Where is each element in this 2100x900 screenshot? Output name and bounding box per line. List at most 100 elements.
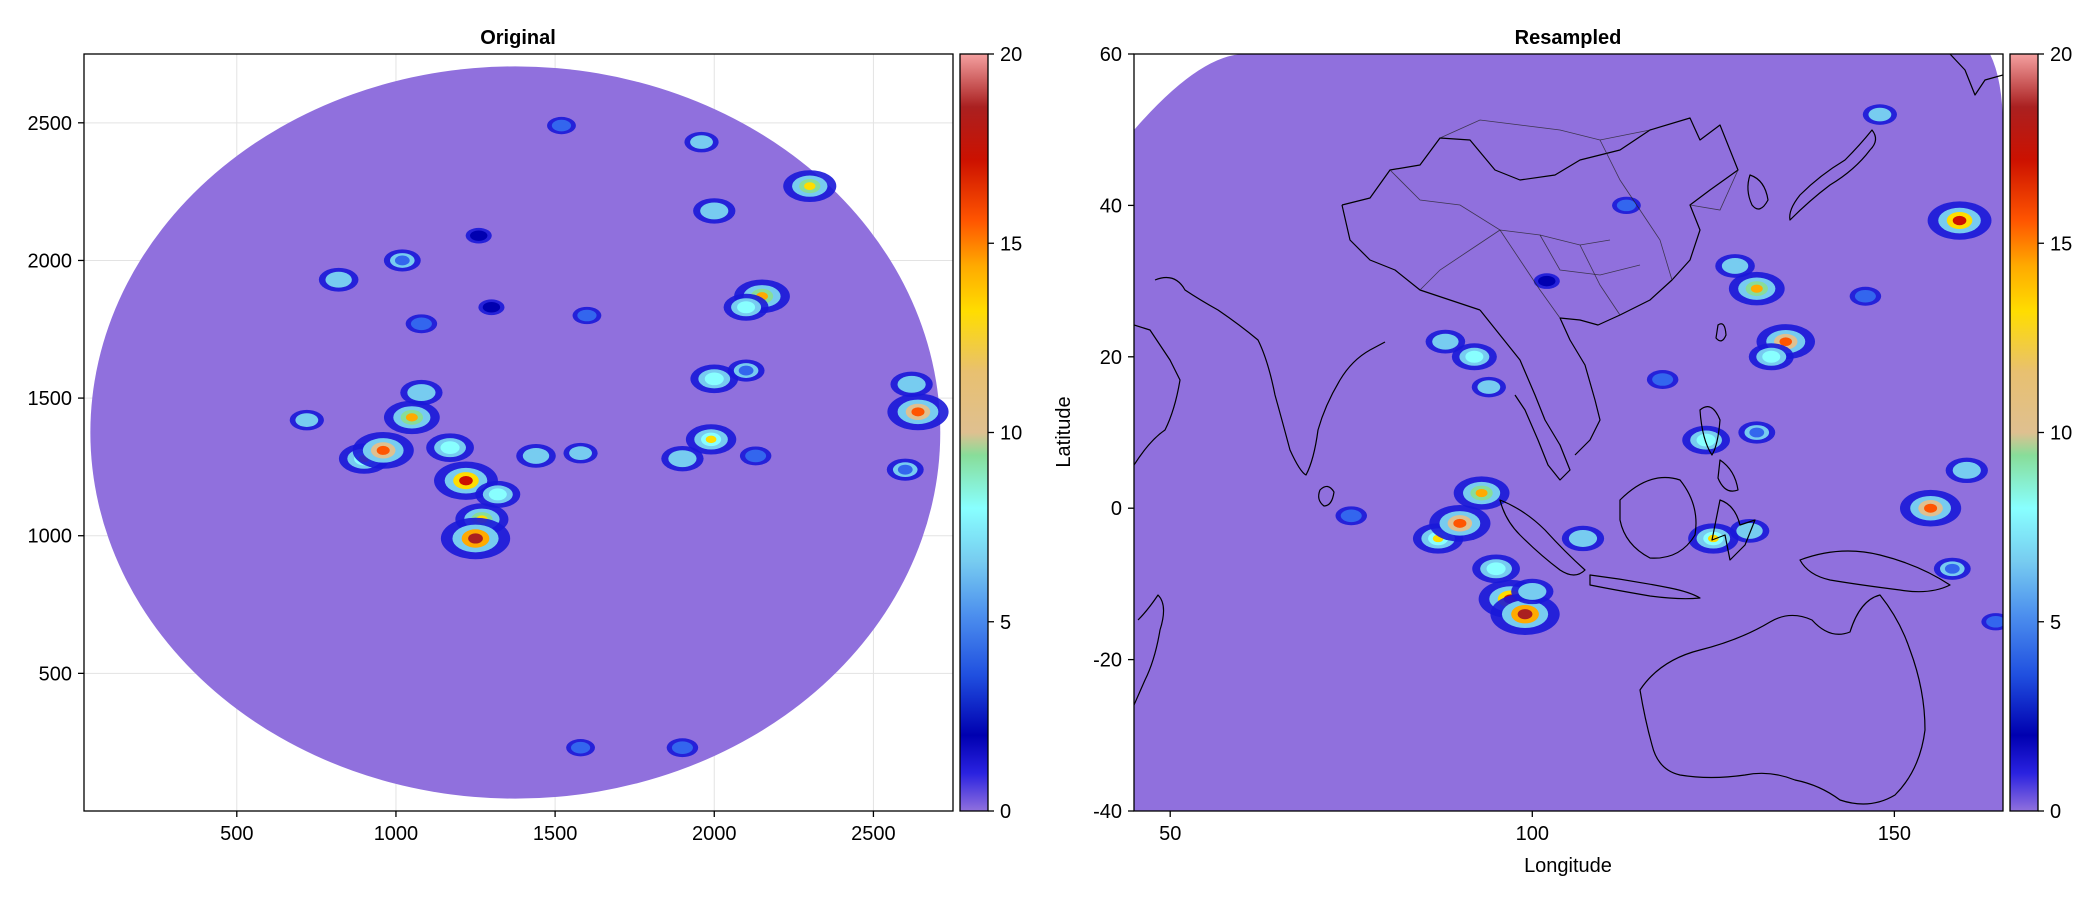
original-precip-cell [383,400,440,435]
resampled-precip-cell [1646,370,1679,389]
original-precip-cell [352,432,414,469]
resampled-colorbar-tick-label: 10 [2050,423,2072,445]
resampled-precip-cell [1688,523,1739,554]
original-precip-cell [318,267,359,292]
original-precip-cell [727,359,765,382]
resampled-colorbar-gradient [2010,54,2038,811]
coastlines-map [1134,54,2003,805]
original-precip-cell [547,116,576,135]
resampled-precip-cells [1335,104,2003,635]
original-colorbar-tick-label: 5 [1000,612,1011,634]
resampled-precip-cell [1728,271,1785,306]
resampled-precip-cell [1335,506,1367,526]
original-y-tick-label: 1500 [28,388,73,410]
original-colorbar-tick-label: 15 [1000,233,1022,255]
original-precip-cell [383,249,421,272]
resampled-x-tick-label: 150 [1878,823,1911,845]
original-precip-cell [465,227,492,244]
original-x-tick-label: 1000 [374,823,419,845]
resampled-precip-cell [1748,343,1794,371]
resampled-y-tick-label: 40 [1100,195,1122,217]
resampled-precip-cell [1533,273,1560,289]
country-borders-map [1389,119,1739,319]
original-precip-cell [563,442,598,464]
original-precip-cells [289,116,949,758]
original-y-axis: 500 1000 1500 2000 2500 [28,113,84,685]
original-precip-cell [783,170,837,203]
original-precip-cell [475,480,521,508]
resampled-y-tick-label: 20 [1100,347,1122,369]
resampled-y-tick-label: -20 [1093,650,1122,672]
original-x-tick-label: 2000 [692,823,737,845]
resampled-precip-cell [1490,593,1560,635]
resampled-field [1134,54,2003,811]
original-precip-cell [440,517,511,560]
resampled-precip-cell [1927,201,1992,240]
original-precip-cell [400,379,443,406]
original-precip-cell [690,364,739,394]
original-precip-cell [566,739,595,757]
original-colorbar-tick-label: 10 [1000,423,1022,445]
original-colorbar: 0 5 10 15 20 [959,44,1022,823]
resampled-precip-cell [1511,578,1554,605]
original-precip-cell [684,131,719,153]
resampled-colorbar-tick-label: 20 [2050,44,2072,66]
resampled-x-tick-label: 50 [1159,823,1181,845]
resampled-colorbar-ticks: 0 5 10 15 20 [2038,44,2072,823]
resampled-colorbar-tick-label: 5 [2050,612,2061,634]
resampled-precip-cell [1451,343,1497,371]
original-y-tick-label: 2500 [28,113,73,135]
resampled-y-tick-label: 60 [1100,44,1122,66]
resampled-precip-cell [1933,557,1971,580]
original-precip-cell [666,738,699,758]
resampled-y-tick-label: -40 [1093,801,1122,823]
original-precip-cell [572,306,602,325]
original-precip-cell [890,371,933,398]
original-x-tick-label: 1500 [533,823,578,845]
resampled-colorbar-tick-label: 0 [2050,801,2061,823]
resampled-precip-cell [1849,286,1882,306]
original-colorbar-gradient [960,54,988,811]
resampled-precip-cell [1472,554,1520,584]
resampled-x-label: Longitude [1524,855,1612,877]
original-precip-cell [661,445,704,472]
original-precip-cell [478,299,505,316]
original-title: Original [480,27,556,49]
resampled-y-axis: -40 -20 0 20 40 60 [1093,44,1134,823]
resampled-panel: Resampled [1053,27,2004,877]
original-precip-cell [723,293,769,321]
resampled-precip-cell [1862,104,1897,125]
resampled-precip-cell [1738,421,1776,444]
original-precip-cell [887,393,949,431]
resampled-precip-cell [1715,254,1755,278]
original-precip-cell [405,314,438,334]
original-colorbar-tick-label: 0 [1000,801,1011,823]
resampled-precip-cell [1899,489,1962,527]
resampled-precip-cell [1429,504,1491,542]
resampled-precip-cell [1425,329,1466,354]
resampled-y-label: Latitude [1053,396,1075,467]
resampled-colorbar-tick-label: 15 [2050,233,2072,255]
original-plot-frame [83,53,954,812]
original-panel: Original 500 1000 1500 2000 2500 500 1000 1500… [28,27,954,845]
resampled-plot-frame [1133,53,2004,812]
resampled-precip-cell [1682,425,1730,455]
resampled-precip-cell [1471,376,1506,398]
resampled-x-tick-label: 100 [1516,823,1549,845]
resampled-precip-cell [1561,525,1605,552]
original-precip-cell [289,409,324,431]
original-colorbar-ticks: 0 5 10 15 20 [988,44,1022,823]
resampled-colorbar: 0 5 10 15 20 [2009,44,2072,823]
original-y-tick-label: 1000 [28,526,73,548]
original-precip-cell [516,444,556,468]
original-x-tick-label: 500 [220,823,253,845]
original-colorbar-tick-label: 20 [1000,44,1022,66]
resampled-x-axis: 50 100 150 [1159,811,1911,845]
resampled-title: Resampled [1515,27,1622,49]
original-precip-cell [886,458,924,481]
original-precip-cell [739,446,772,466]
original-precip-cell [426,433,474,462]
original-x-axis: 500 1000 1500 2000 2500 [220,811,896,845]
resampled-precip-cell [1453,476,1510,510]
